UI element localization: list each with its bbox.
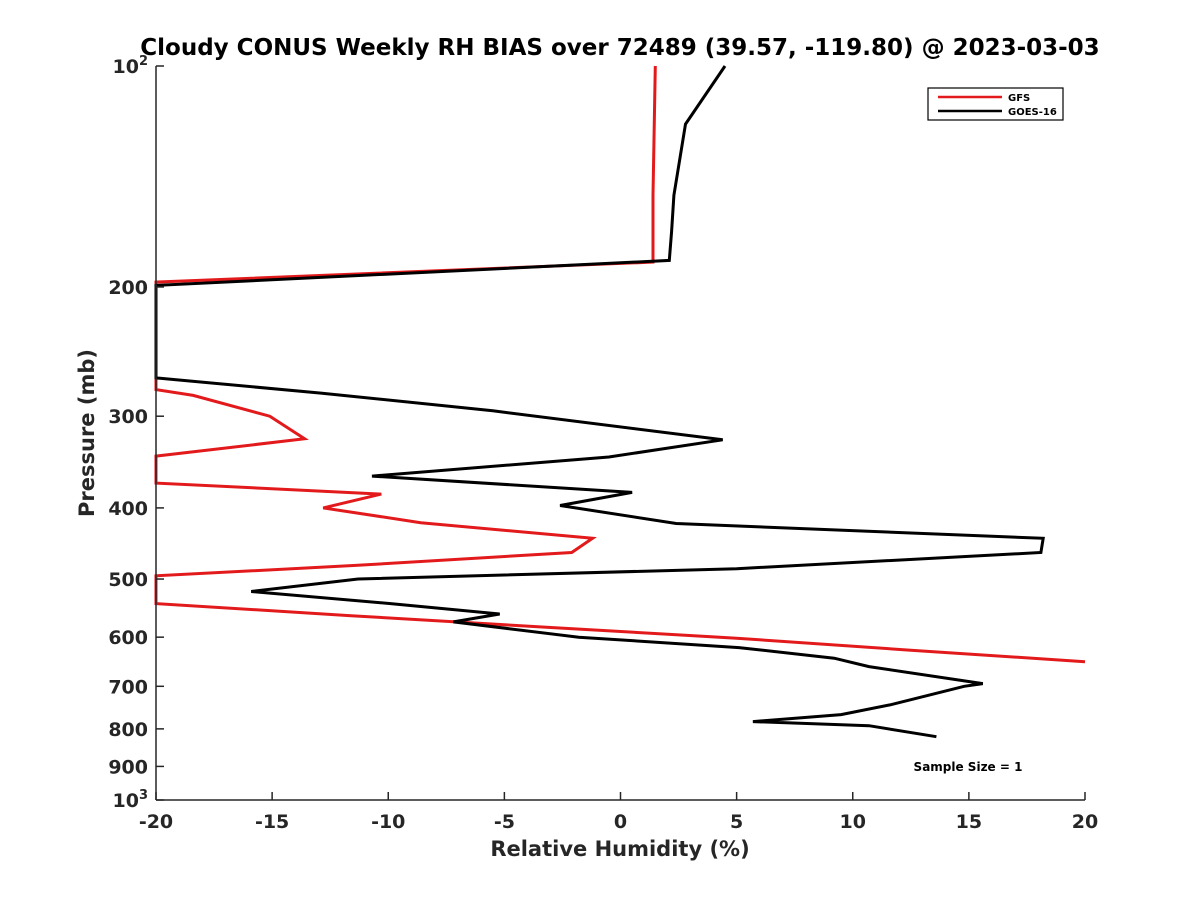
y-tick-label: 800 — [108, 719, 148, 741]
x-tick-label: -10 — [371, 811, 405, 833]
y-axis-ticks: 102 200 300 400 500 600 700 800 900 103 — [108, 54, 164, 812]
x-tick-label: 5 — [730, 811, 743, 833]
x-axis-label: Relative Humidity (%) — [490, 837, 749, 861]
x-tick-label: 15 — [956, 811, 982, 833]
legend-label-gfs: GFS — [1008, 93, 1030, 104]
y-tick-label: 700 — [108, 676, 148, 698]
sample-size-annotation: Sample Size = 1 — [914, 760, 1023, 774]
x-tick-label: -15 — [255, 811, 289, 833]
y-tick-label: 103 — [113, 788, 149, 812]
x-tick-label: 0 — [614, 811, 627, 833]
legend: GFS GOES-16 — [927, 87, 1064, 121]
x-tick-label: -5 — [494, 811, 515, 833]
y-tick-label: 400 — [108, 498, 148, 520]
y-tick-label: 200 — [108, 277, 148, 299]
x-axis-ticks: -20 -15 -10 -5 0 5 10 15 20 — [139, 792, 1098, 833]
y-tick-label: 500 — [108, 569, 148, 591]
y-tick-label: 600 — [108, 627, 148, 649]
plot-background — [156, 66, 1085, 800]
y-tick-label: 102 — [113, 54, 149, 78]
y-tick-label: 300 — [108, 406, 148, 428]
legend-label-goes-16: GOES-16 — [1008, 107, 1057, 118]
legend-box — [927, 87, 1064, 121]
chart-title: Cloudy CONUS Weekly RH BIAS over 72489 (… — [140, 35, 1099, 61]
y-tick-label: 900 — [108, 756, 148, 778]
x-tick-label: -20 — [139, 811, 173, 833]
y-axis-label: Pressure (mb) — [75, 349, 99, 517]
x-tick-label: 20 — [1072, 811, 1098, 833]
x-tick-label: 10 — [840, 811, 866, 833]
plot-area — [154, 65, 1086, 801]
